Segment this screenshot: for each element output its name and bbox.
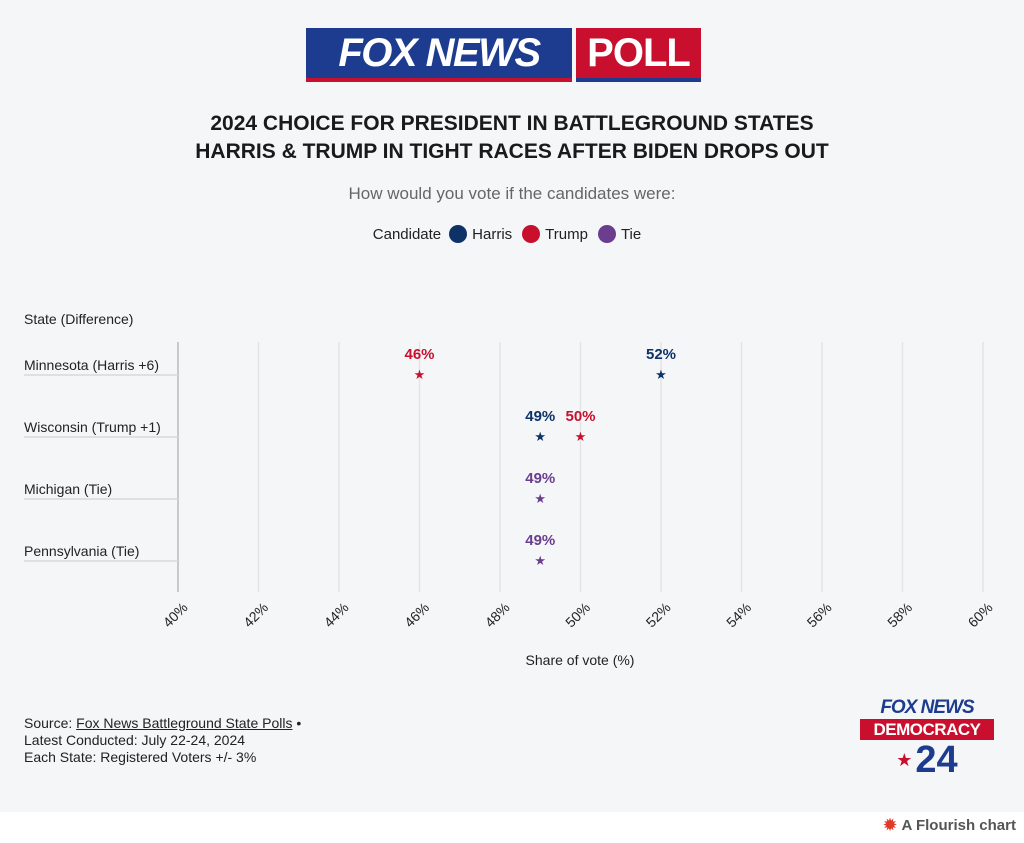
footer-bar xyxy=(0,812,1024,843)
flourish-logo-icon: ✹ xyxy=(882,815,898,835)
legend-item-tie[interactable]: Tie xyxy=(597,225,642,243)
data-label-tie: 49% xyxy=(525,532,555,549)
y-category-label: Minnesota (Harris +6) xyxy=(24,357,159,373)
flourish-credit[interactable]: ✹ A Flourish chart xyxy=(882,815,1016,836)
flourish-label: A Flourish chart xyxy=(901,817,1016,834)
legend-item-trump[interactable]: Trump xyxy=(522,225,588,243)
data-point-tie[interactable]: ★ xyxy=(534,553,546,568)
legend-swatch-trump xyxy=(522,225,541,243)
legend: Candidate Harris Trump Tie xyxy=(0,225,1024,243)
x-tick-label: 48% xyxy=(482,599,513,630)
data-label-trump: 46% xyxy=(404,346,434,363)
data-point-tie[interactable]: ★ xyxy=(534,491,546,506)
source-voters: Each State: Registered Voters +/- 3% xyxy=(24,749,257,765)
logo-fox-news: FOX NEWS xyxy=(306,28,572,82)
chart-subtitle: How would you vote if the candidates wer… xyxy=(348,184,676,203)
y-category-label: Wisconsin (Trump +1) xyxy=(24,419,161,435)
legend-label-tie: Tie xyxy=(620,225,642,243)
data-point-harris[interactable]: ★ xyxy=(655,367,667,382)
data-point-harris[interactable]: ★ xyxy=(534,429,546,444)
x-axis-title: Share of vote (%) xyxy=(526,652,635,668)
logo-democracy: DEMOCRACY xyxy=(860,719,994,740)
data-label-harris: 52% xyxy=(646,346,676,363)
x-tick-label: 56% xyxy=(804,599,835,630)
data-label-tie: 49% xyxy=(525,470,555,487)
x-tick-label: 54% xyxy=(723,599,754,630)
logo-poll: POLL xyxy=(576,28,701,82)
legend-swatch-harris xyxy=(449,225,468,243)
data-label-harris: 49% xyxy=(525,408,555,425)
source-note: Source: Fox News Battleground State Poll… xyxy=(24,715,301,766)
legend-item-harris[interactable]: Harris xyxy=(449,225,512,243)
x-tick-label: 58% xyxy=(884,599,915,630)
x-tick-label: 40% xyxy=(160,599,191,630)
logo-24-text: 24 xyxy=(915,739,958,781)
x-tick-label: 42% xyxy=(240,599,271,630)
dot-plot-chart: State (Difference) Minnesota (Harris +6)… xyxy=(24,311,996,668)
legend-title: Candidate xyxy=(372,225,442,243)
y-category-label: Michigan (Tie) xyxy=(24,481,112,497)
source-conducted: Latest Conducted: July 22-24, 2024 xyxy=(24,732,246,748)
logo-24: ★ 24 xyxy=(860,740,994,780)
source-prefix: Source: xyxy=(24,715,77,731)
chart-title-line1: 2024 CHOICE FOR PRESIDENT IN BATTLEGROUN… xyxy=(210,112,814,135)
y-axis-title: State (Difference) xyxy=(24,311,133,327)
source-link[interactable]: Fox News Battleground State Polls xyxy=(76,715,293,731)
logo-fox-news-small: FOX NEWS xyxy=(880,697,974,718)
x-tick-label: 46% xyxy=(401,599,432,630)
x-tick-label: 52% xyxy=(643,599,674,630)
chart-title-line2: HARRIS & TRUMP IN TIGHT RACES AFTER BIDE… xyxy=(195,140,829,163)
star-icon: ★ xyxy=(896,750,913,770)
fox-news-poll-logo: FOX NEWS POLL xyxy=(306,28,701,82)
fox-news-democracy-24-logo: FOX NEWS DEMOCRACY ★ 24 xyxy=(860,698,994,782)
x-tick-label: 50% xyxy=(562,599,593,630)
legend-swatch-tie xyxy=(597,225,616,243)
y-category-label: Pennsylvania (Tie) xyxy=(24,543,139,559)
legend-label-trump: Trump xyxy=(545,225,588,243)
legend-label-harris: Harris xyxy=(472,225,513,243)
x-tick-label: 44% xyxy=(321,599,352,630)
data-label-trump: 50% xyxy=(565,408,595,425)
source-suffix: • xyxy=(292,715,302,731)
x-tick-label: 60% xyxy=(965,599,996,630)
data-point-trump[interactable]: ★ xyxy=(414,367,426,382)
data-point-trump[interactable]: ★ xyxy=(575,429,587,444)
